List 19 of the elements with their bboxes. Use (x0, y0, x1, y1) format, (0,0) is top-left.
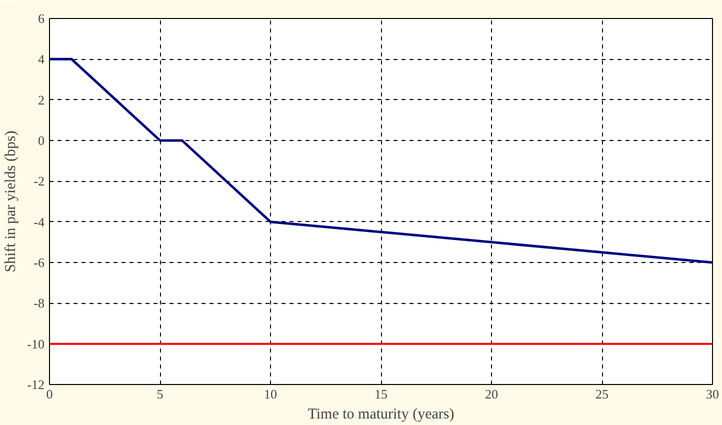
y-tick-label: 2 (38, 92, 44, 108)
y-tick-label: -10 (27, 336, 45, 352)
x-tick-label: 20 (485, 386, 498, 402)
y-tick-label: 4 (38, 52, 45, 67)
y-tick-label: -4 (34, 214, 45, 230)
x-tick-label: 15 (374, 386, 388, 402)
y-tick-label: -8 (34, 296, 45, 311)
x-tick-label: 25 (596, 386, 608, 402)
x-tick-label: 30 (706, 386, 719, 402)
x-tick-label: 5 (156, 386, 164, 402)
y-tick-label: -2 (34, 174, 45, 189)
y-tick-label: -12 (27, 377, 45, 392)
x-axis-title: Time to maturity (years) (308, 406, 454, 422)
line-series (50, 58, 712, 264)
y-tick-label: 6 (38, 11, 45, 26)
x-tick-label: 10 (264, 386, 277, 402)
y-tick-label: 0 (38, 133, 44, 148)
y-axis-title: Shift in par yields (bps) (3, 130, 20, 272)
y-tick-label: -6 (34, 255, 45, 270)
